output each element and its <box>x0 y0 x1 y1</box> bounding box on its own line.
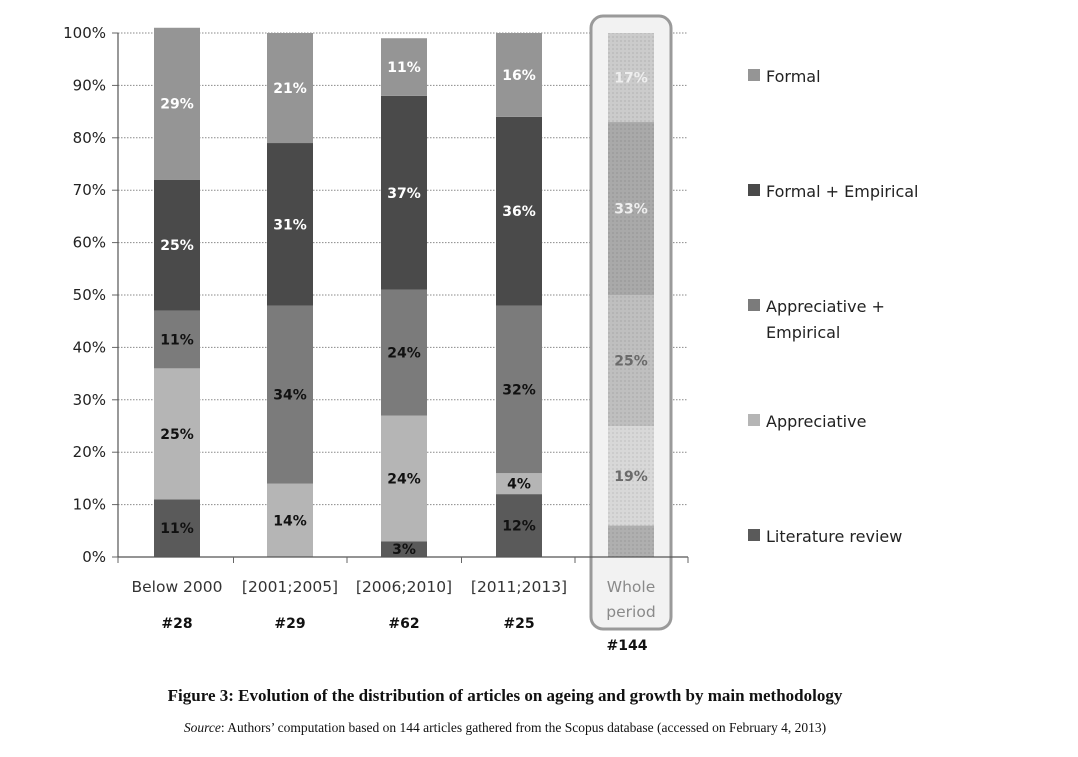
x-category-label: [2001;2005] <box>242 578 338 596</box>
data-label: 17% <box>614 71 648 87</box>
legend: Formal Formal + Empirical Appreciative + Em… <box>748 67 919 546</box>
y-tick-label: 30% <box>73 391 106 409</box>
legend-swatch-appreciative-empirical <box>748 299 760 311</box>
data-label: 24% <box>387 471 421 487</box>
data-label: 29% <box>160 97 194 113</box>
source-label: Source <box>183 720 221 735</box>
data-label: 11% <box>160 521 194 537</box>
data-label: 25% <box>160 238 194 254</box>
bar-2006-2010-appreciative <box>381 415 427 542</box>
bar-2011-2013-appreciative <box>496 473 542 495</box>
y-tick-label: 70% <box>73 181 106 199</box>
legend-label: Appreciative <box>766 412 866 431</box>
bar-texture-appreciative-empirical <box>608 295 654 426</box>
legend-swatch-formal <box>748 69 760 81</box>
bar-below-2000-formal <box>154 27 200 180</box>
bar-below-2000-appreciative <box>154 368 200 500</box>
x-category-label: Below 2000 <box>131 578 222 596</box>
y-tick-label: 0% <box>82 548 106 566</box>
legend-swatch-formal-empirical <box>748 184 760 196</box>
bar-texture-formal <box>608 33 654 123</box>
bar-texture-formal-empirical <box>608 122 654 295</box>
x-category-label: period <box>606 603 655 621</box>
bar-2011-2013-formal-empirical <box>496 116 542 306</box>
bar-below-2000-literature-review <box>154 499 200 557</box>
bar-2001-2005-formal-empirical <box>267 143 313 306</box>
data-label: 11% <box>160 333 194 349</box>
source-text: : Authors’ computation based on 144 arti… <box>220 720 827 735</box>
data-label: 21% <box>273 81 307 97</box>
y-tick-label: 50% <box>73 286 106 304</box>
legend-label: Empirical <box>766 323 840 342</box>
y-tick-label: 100% <box>63 24 106 42</box>
legend-label: Formal <box>766 67 821 86</box>
bar-below-2000-formal-empirical <box>154 179 200 311</box>
category-count: #62 <box>388 616 419 632</box>
data-label: 36% <box>502 204 536 220</box>
data-labels: 11% 25% 11% 25% 29% 14% 34% 31% 21% 3% 24% 24% 37% 11… <box>160 60 648 558</box>
bar-2011-2013-literature-review <box>496 494 542 557</box>
data-label: 16% <box>502 68 536 84</box>
legend-label: Appreciative + <box>766 297 885 316</box>
data-label: 32% <box>502 382 536 398</box>
y-tick-label: 20% <box>73 443 106 461</box>
data-label: 12% <box>502 519 536 535</box>
x-category-label: Whole <box>607 578 655 596</box>
bar-2001-2005-formal <box>267 33 313 144</box>
bar-texture-literature-review <box>608 525 654 557</box>
bar-texture-appreciative <box>608 426 654 526</box>
data-label: 3% <box>392 542 416 558</box>
legend-swatch-appreciative <box>748 414 760 426</box>
bar-2006-2010-appreciative-empirical <box>381 289 427 416</box>
data-label: 25% <box>160 427 194 443</box>
category-count: #25 <box>503 616 534 632</box>
y-tick-label: 90% <box>73 76 106 94</box>
bars <box>154 27 654 557</box>
bar-2011-2013-formal <box>496 33 542 117</box>
data-label: 25% <box>614 354 648 370</box>
data-label: 33% <box>614 202 648 218</box>
figure-caption: Figure 3: Evolution of the distribution … <box>167 686 843 705</box>
data-label: 31% <box>273 217 307 233</box>
data-label: 24% <box>387 346 421 362</box>
legend-label: Literature review <box>766 527 902 546</box>
data-label: 19% <box>614 469 648 485</box>
y-tick-label: 80% <box>73 129 106 147</box>
stacked-bar-chart: 0% 10% 20% 30% 40% 50% 60% 70% 80% 90% 100% Below 2… <box>63 14 919 654</box>
bar-2006-2010-formal <box>381 38 427 96</box>
data-label: 37% <box>387 186 421 202</box>
data-label: 14% <box>273 513 307 529</box>
data-label: 4% <box>507 477 531 493</box>
legend-swatch-literature-review <box>748 529 760 541</box>
y-tick-label: 40% <box>73 338 106 356</box>
bar-2006-2010-literature-review <box>381 541 427 557</box>
category-count: #144 <box>607 638 648 654</box>
category-count: #28 <box>161 616 192 632</box>
x-category-label: [2006;2010] <box>356 578 452 596</box>
figure-source: Source: Authors’ computation based on 14… <box>0 720 1010 736</box>
category-count: #29 <box>274 616 305 632</box>
axes: 0% 10% 20% 30% 40% 50% 60% 70% 80% 90% 100% Below 2… <box>63 24 689 654</box>
bar-2001-2005-appreciative-empirical <box>267 305 313 484</box>
legend-label: Formal + Empirical <box>766 182 919 201</box>
bar-2006-2010-formal-empirical <box>381 95 427 290</box>
y-tick-label: 10% <box>73 496 106 514</box>
data-label: 11% <box>387 60 421 76</box>
data-label: 34% <box>273 388 307 404</box>
bar-2001-2005-appreciative <box>267 483 313 557</box>
bar-below-2000-appreciative-empirical <box>154 310 200 369</box>
bar-2011-2013-appreciative-empirical <box>496 305 542 474</box>
y-tick-label: 60% <box>73 234 106 252</box>
x-category-label: [2011;2013] <box>471 578 567 596</box>
